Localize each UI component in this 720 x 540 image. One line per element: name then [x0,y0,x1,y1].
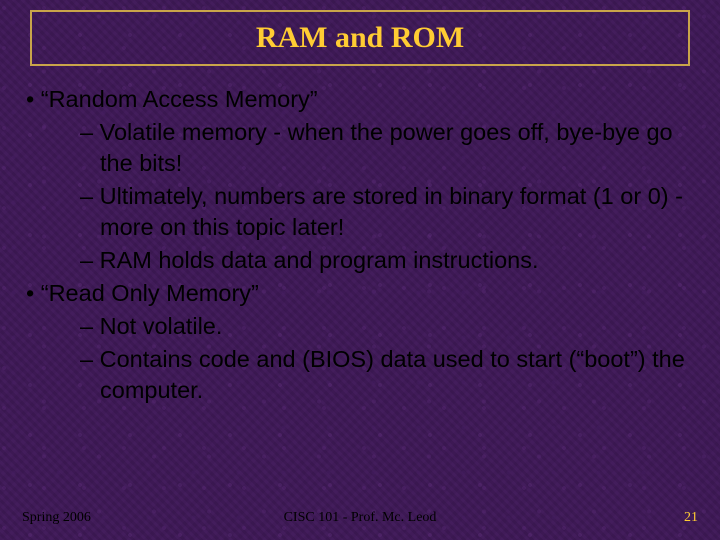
bullet-text: Volatile memory - when the power goes of… [100,119,673,176]
bullet-item: Not volatile. [22,311,698,342]
bullet-item: RAM holds data and program instructions. [22,245,698,276]
bullet-item: “Random Access Memory” [22,84,698,115]
bullet-text: RAM holds data and program instructions. [100,247,539,273]
title-box: RAM and ROM [30,10,690,66]
bullet-text: “Read Only Memory” [41,280,259,306]
bullet-item: Ultimately, numbers are stored in binary… [22,181,698,243]
footer-right: 21 [684,510,698,526]
bullet-item: Volatile memory - when the power goes of… [22,117,698,179]
bullet-item: “Read Only Memory” [22,278,698,309]
slide-body: “Random Access Memory” Volatile memory -… [22,84,698,408]
footer-center: CISC 101 - Prof. Mc. Leod [284,510,437,526]
bullet-text: Not volatile. [100,313,223,339]
slide-title: RAM and ROM [256,21,464,55]
slide: RAM and ROM “Random Access Memory” Volat… [0,0,720,540]
bullet-item: Contains code and (BIOS) data used to st… [22,344,698,406]
slide-footer: Spring 2006 CISC 101 - Prof. Mc. Leod 21 [22,510,698,526]
bullet-text: Ultimately, numbers are stored in binary… [100,183,683,240]
bullet-text: Contains code and (BIOS) data used to st… [100,346,685,403]
bullet-text: “Random Access Memory” [41,86,318,112]
footer-left: Spring 2006 [22,510,91,526]
